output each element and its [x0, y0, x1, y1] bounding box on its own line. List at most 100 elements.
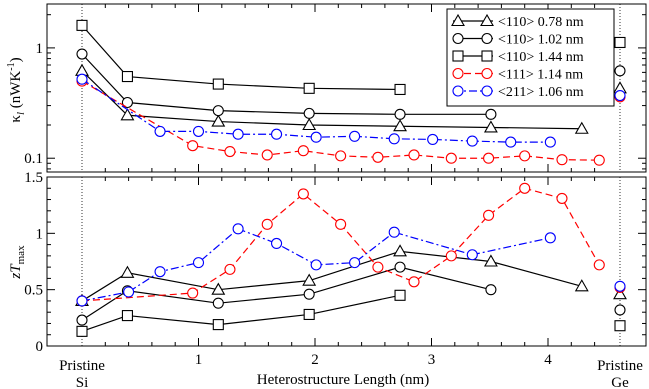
top-series-3-point [394, 83, 406, 96]
top-series-2-point [76, 48, 88, 60]
bottom-series-3-point [121, 310, 133, 322]
top-series-2-line [81, 53, 491, 115]
top-series-5-point [232, 128, 244, 140]
top-series-3-pristine-ge-point [614, 36, 626, 49]
top-y-label-sub: l [15, 112, 27, 115]
top-series-2-pristine-ge-point [614, 65, 626, 77]
bottom-series-5-point [349, 257, 361, 269]
bottom-series-3-point [394, 289, 406, 301]
top-series-4-point [372, 151, 384, 163]
bottom-series-1-point [120, 265, 135, 278]
top-series-4-point [483, 152, 495, 164]
top-series-4-point [408, 149, 420, 161]
bottom-series-2-point [76, 314, 88, 326]
top-series-5-point [505, 136, 517, 148]
top-x-ticks [104, 4, 596, 172]
bottom-series-4-point [297, 188, 309, 200]
top-series-5-point [192, 125, 205, 137]
bottom-series-2-point [212, 297, 224, 309]
bottom-plot-frame [46, 176, 647, 347]
top-series-4-point [556, 154, 568, 166]
legend-marker [452, 85, 464, 97]
top-series-5-point [271, 128, 283, 140]
bottom-series-2-point [303, 288, 315, 300]
bottom-series-4-point [519, 182, 531, 194]
top-panel: 0.1 1 κl (nWK-1) <110> 0.78 nm <110> 1.02 … [6, 3, 647, 173]
top-series-2-point [303, 107, 315, 119]
top-series-layer [75, 19, 627, 166]
bottom-series-4-point [224, 263, 236, 275]
top-series-5-line [81, 78, 551, 143]
top-series-1-point [302, 117, 317, 131]
bottom-series-5-point [544, 232, 556, 244]
top-series-4-point [297, 145, 309, 157]
pristine-ge-label-line2: Ge [611, 375, 629, 389]
bottom-series-4-point [483, 209, 495, 221]
top-y-label-sup: -1 [6, 62, 17, 70]
bottom-series-5-point [310, 259, 322, 271]
bottom-series-1-point [574, 279, 589, 292]
bottom-series-4-point [556, 192, 568, 204]
top-series-4-point [261, 149, 273, 161]
top-y-axis-label: κl (nWK-1) [6, 57, 27, 122]
top-series-4-point [224, 145, 236, 158]
top-series-2-point [121, 96, 133, 109]
x-tick-label: 1 [195, 352, 203, 368]
bottom-series-5-pristine-ge-point [614, 280, 626, 292]
top-series-1-point [211, 114, 226, 127]
top-series-5-point [388, 133, 400, 145]
top-series-2-point [212, 105, 224, 117]
top-y-label-close: ) [8, 57, 24, 62]
top-series-1-point [393, 119, 407, 132]
top-series-3-point [121, 70, 133, 83]
top-series-1-point [574, 121, 589, 134]
bottom-y-tick-label: 0 [36, 339, 44, 355]
top-y-label-main: κ [8, 115, 24, 123]
legend-box [446, 8, 615, 107]
x-tick-label: 3 [428, 352, 436, 368]
top-series-5-point [349, 130, 361, 142]
top-series-1-point [120, 108, 135, 121]
legend-label: <110> 0.78 nm [498, 15, 584, 30]
legend-marker [481, 85, 493, 97]
bottom-series-5-point [232, 223, 244, 235]
top-series-5-point [154, 125, 166, 137]
top-plot-frame [46, 3, 647, 173]
bottom-series-2-point [394, 261, 406, 273]
top-y-label-unit: (nWK [8, 71, 24, 112]
top-series-5-point [544, 136, 556, 148]
legend-marker [481, 67, 493, 80]
bottom-series-3-point [212, 319, 224, 331]
bottom-series-4-point [593, 259, 605, 271]
top-y-tick-label: 0.1 [24, 151, 43, 167]
top-y-tick-label: 1 [36, 41, 44, 57]
legend-marker [480, 13, 494, 27]
legend-marker [452, 32, 464, 45]
bottom-y-tick-label: 0.5 [24, 283, 43, 299]
bottom-series-5-point [466, 249, 478, 261]
legend-marker [452, 67, 464, 80]
bottom-series-3-point [76, 325, 88, 337]
bottom-y-label-sub: max [15, 245, 27, 264]
bottom-series-1-point [302, 273, 317, 286]
top-series-4-point [593, 154, 605, 166]
x-tick-label: 4 [544, 352, 552, 368]
bottom-y-tick-label: 1.5 [24, 170, 43, 186]
legend-label: <211> 1.06 nm [498, 85, 584, 100]
bottom-series-4-point [408, 276, 420, 288]
bottom-panel: 0 0.5 1 1.5 1 2 3 4 zTmax [8, 170, 647, 368]
x-tick-label: 2 [311, 352, 319, 368]
legend-label: <110> 1.02 nm [498, 33, 584, 48]
bottom-series-4-point [261, 218, 273, 230]
top-series-4-point [187, 140, 199, 152]
top-series-4-point [519, 150, 531, 162]
legend-label: <110> 1.44 nm [498, 50, 584, 65]
top-series-3-point [212, 78, 224, 90]
bottom-series-4-point [335, 218, 347, 230]
bottom-series-1-point [211, 282, 226, 295]
bottom-series-5-point [388, 226, 400, 238]
legend-marker [481, 32, 493, 45]
bottom-series-5-point [154, 266, 166, 278]
bottom-series-5-point [192, 257, 205, 269]
legend-marker [481, 50, 493, 62]
